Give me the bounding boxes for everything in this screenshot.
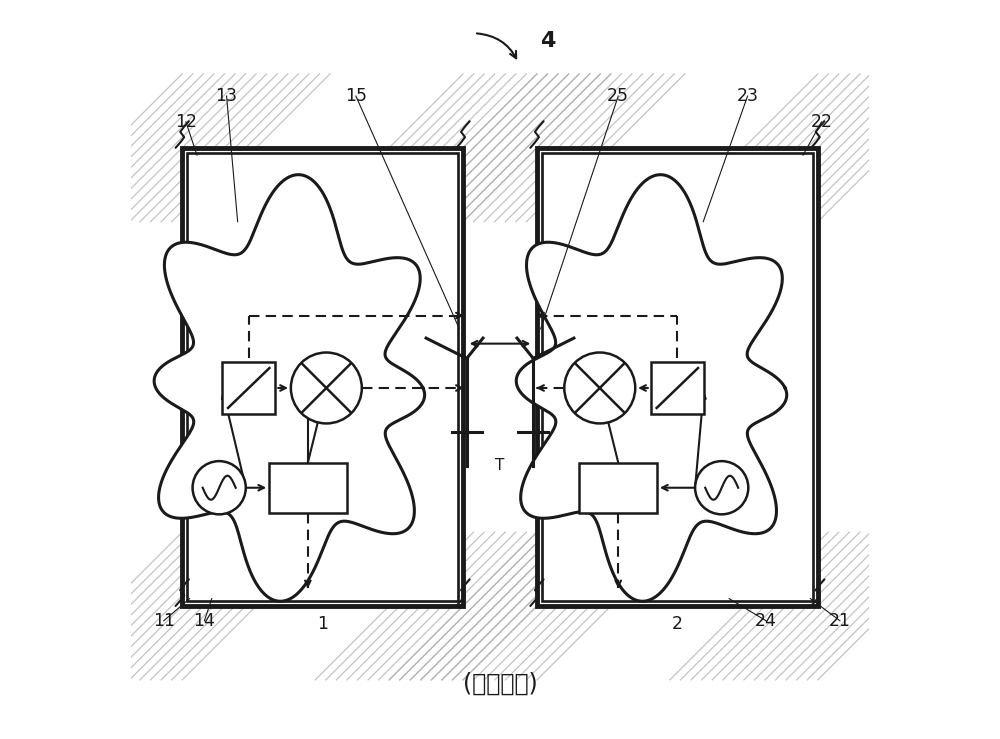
Text: (现有技术): (现有技术) [463,672,537,695]
Bar [542,153,813,601]
Text: 2: 2 [672,616,683,633]
Bar [182,148,463,606]
Text: 12: 12 [175,113,197,131]
Circle shape [193,461,246,514]
Bar [222,362,275,414]
Circle shape [291,353,362,423]
Text: 21: 21 [829,612,851,630]
Text: 23: 23 [737,87,759,105]
Text: 11: 11 [153,612,175,630]
Text: 14: 14 [193,612,215,630]
Text: 24: 24 [755,612,777,630]
Circle shape [564,353,635,423]
Text: 1: 1 [317,616,328,633]
Circle shape [695,461,748,514]
Bar [269,463,347,513]
Text: 4: 4 [540,30,556,51]
Bar [651,362,704,414]
Text: 25: 25 [607,87,629,105]
Text: 15: 15 [345,87,367,105]
Polygon shape [516,174,787,602]
Text: T: T [495,458,505,473]
Bar [537,148,818,606]
Text: 13: 13 [216,87,238,105]
Text: 22: 22 [810,113,832,131]
Bar [187,153,458,601]
Polygon shape [154,174,425,602]
Bar [579,463,657,513]
